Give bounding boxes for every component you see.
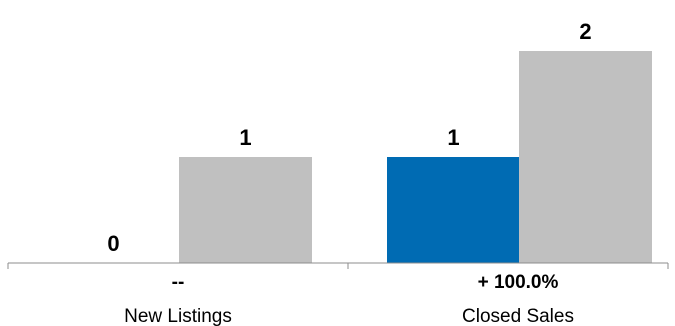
value-labels-layer: 0 1 1 2 <box>107 19 591 256</box>
value-label-0-0: 0 <box>107 231 119 256</box>
category-labels-layer: -- New Listings + 100.0% Closed Sales <box>124 272 574 326</box>
category-label-0: New Listings <box>124 306 232 326</box>
bars-layer <box>179 51 652 263</box>
axis-ticks-layer <box>7 263 669 269</box>
change-label-1: + 100.0% <box>478 272 559 293</box>
change-label-0: -- <box>172 272 185 293</box>
bar-1-1 <box>519 51 652 263</box>
category-label-1: Closed Sales <box>462 306 574 326</box>
bar-1-0 <box>387 157 520 263</box>
bar-0-1 <box>179 157 312 263</box>
value-label-0-1: 1 <box>239 125 251 150</box>
value-label-1-1: 2 <box>579 19 591 44</box>
value-label-1-0: 1 <box>447 125 459 150</box>
